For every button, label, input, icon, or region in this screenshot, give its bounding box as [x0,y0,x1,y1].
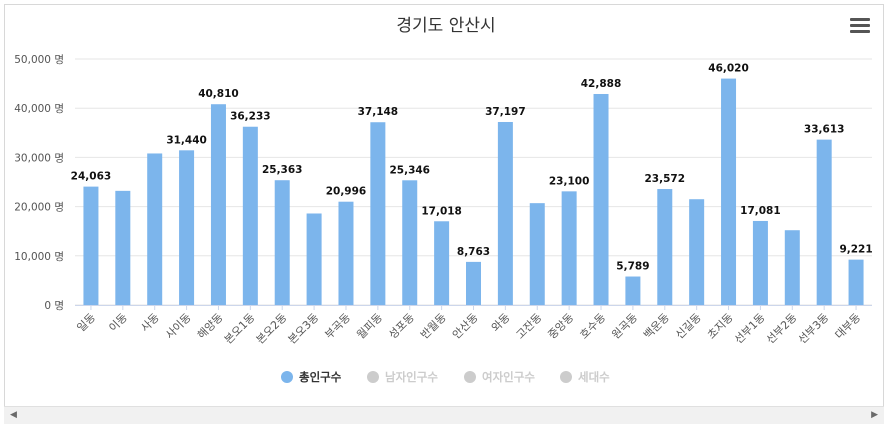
bar[interactable] [402,180,418,305]
x-tick-label: 안산동 [450,311,481,342]
bar[interactable] [657,189,673,305]
x-tick-label: 중앙동 [546,311,577,342]
bar[interactable] [848,259,864,305]
bar[interactable] [816,139,832,305]
data-label: 33,613 [804,124,845,136]
data-label: 17,018 [421,205,462,217]
bar[interactable] [721,78,737,305]
data-label: 17,081 [740,205,781,217]
bar[interactable] [752,220,768,305]
data-label: 23,572 [645,173,686,185]
chart-title: 경기도 안산시 [396,16,495,36]
x-tick-label: 본오3동 [286,311,322,347]
legend-marker-icon [367,371,379,383]
x-tick-label: 일동 [74,310,98,334]
y-tick-label: 50,000 명 [14,54,64,66]
bar[interactable] [593,93,609,305]
data-label: 40,810 [198,88,239,100]
x-tick-label: 호수동 [577,311,608,342]
scroll-left-arrow-icon[interactable]: ◀ [10,410,17,420]
legend-item[interactable]: 세대수 [560,370,610,384]
bar[interactable] [497,121,513,306]
data-label: 24,063 [71,171,112,183]
bar[interactable] [210,104,226,305]
x-tick-label: 성포동 [386,311,417,342]
y-tick-label: 10,000 명 [14,251,64,263]
bar[interactable] [274,180,290,305]
legend-label: 남자인구수 [385,370,438,384]
bar[interactable] [370,122,386,305]
data-label: 37,148 [358,106,399,118]
data-label: 20,996 [326,186,367,198]
x-tick-label: 월피동 [354,311,385,342]
x-tick-label: 반월동 [418,311,449,342]
bar-series [83,78,864,306]
legend-item[interactable]: 총인구수 [281,370,342,384]
y-axis-ticks: 0 명 10,000 명 20,000 명 30,000 명 40,000 명 50,00… [14,54,64,312]
bar[interactable] [147,153,163,305]
data-label: 25,346 [389,164,430,176]
data-label: 31,440 [166,134,207,146]
data-label: 37,197 [485,106,526,118]
data-label: 8,763 [457,246,490,258]
x-tick-label: 해양동 [194,310,225,341]
bar[interactable] [784,230,800,305]
data-label: 46,020 [708,63,749,75]
legend-label: 세대수 [578,370,610,384]
y-tick-label: 20,000 명 [14,202,64,214]
x-tick-label: 선부1동 [732,311,768,347]
x-tick-label: 백운동 [641,311,672,342]
y-tick-label: 30,000 명 [14,152,64,164]
bar[interactable] [689,199,705,305]
bar[interactable] [625,276,641,305]
x-tick-label: 고잔동 [514,311,545,342]
x-tick-label: 이동 [106,311,130,335]
x-tick-label: 선부2동 [764,311,800,347]
x-tick-label: 와동 [489,311,513,335]
bar[interactable] [529,203,545,305]
legend-marker-icon [560,371,572,383]
legend-label: 총인구수 [299,370,342,384]
bar[interactable] [338,201,354,305]
legend[interactable]: 총인구수 남자인구수 여자인구수 세대수 [281,370,610,384]
data-label: 23,100 [549,175,590,187]
x-tick-label: 부곡동 [322,311,353,342]
x-tick-label: 선부3동 [796,311,832,347]
bar[interactable] [242,126,258,305]
legend-item[interactable]: 여자인구수 [464,370,535,384]
hamburger-menu-icon[interactable] [850,18,870,34]
data-label: 9,221 [839,244,872,256]
bar[interactable] [466,261,481,305]
bar[interactable] [179,150,195,305]
data-label: 5,789 [616,261,649,273]
x-tick-label: 신길동 [673,311,704,342]
x-tick-label: 대부동 [833,311,864,342]
data-label: 36,233 [230,111,271,123]
data-labels: 24,063 31,440 40,810 36,233 25,363 20,996 37,1… [71,63,873,273]
grid-lines [75,58,872,306]
x-tick-label: 원곡동 [609,311,640,342]
data-label: 42,888 [581,78,622,90]
y-tick-label: 0 명 [44,300,64,312]
legend-item[interactable]: 남자인구수 [367,370,438,384]
x-tick-label: 사이동 [163,311,194,342]
x-tick-label: 본오1동 [222,311,258,347]
bar[interactable] [115,190,131,305]
y-tick-label: 40,000 명 [14,103,64,115]
x-tick-label: 본오2동 [254,311,290,347]
bar[interactable] [434,221,450,305]
data-label: 25,363 [262,164,303,176]
bar[interactable] [306,213,322,305]
bar[interactable] [561,191,577,305]
bar[interactable] [83,186,99,305]
legend-marker-icon [464,371,476,383]
horizontal-scrollbar[interactable]: ◀ ▶ [4,406,884,424]
legend-marker-icon [281,371,293,383]
scroll-right-arrow-icon[interactable]: ▶ [871,410,878,420]
x-tick-label: 사동 [138,311,162,335]
legend-label: 여자인구수 [482,370,535,384]
